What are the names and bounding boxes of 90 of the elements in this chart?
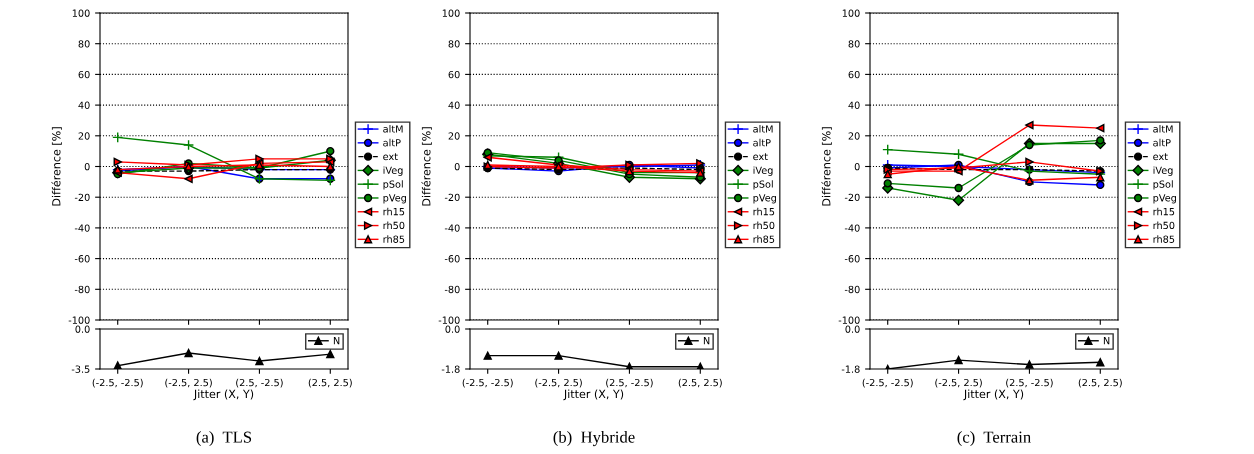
x-tick-label: (2.5, -2.5) bbox=[1006, 378, 1053, 388]
y-tick-label: -1.8 bbox=[841, 365, 860, 373]
y-tick-label: 80 bbox=[78, 40, 90, 48]
x-axis-title: Jitter (X, Y) bbox=[563, 389, 624, 401]
y-tick-label: -80 bbox=[444, 285, 460, 294]
legend-label: iVeg bbox=[1153, 166, 1173, 176]
y-tick-label: 100 bbox=[72, 9, 90, 17]
y-tick-label: -80 bbox=[74, 285, 90, 294]
legend-label: pVeg bbox=[753, 194, 776, 204]
text: (b) Hybride bbox=[553, 431, 635, 447]
legend-label: pSol bbox=[1153, 180, 1173, 190]
y-tick-label: 0 bbox=[84, 162, 90, 171]
legend-label: rh15 bbox=[753, 207, 775, 216]
y-tick-label: -60 bbox=[444, 255, 460, 263]
y-tick-label: -80 bbox=[844, 285, 860, 294]
y-tick-label: 20 bbox=[848, 132, 860, 140]
x-tick-label: (-2.5, 2.5) bbox=[535, 378, 582, 388]
y-tick-label: 0.0 bbox=[845, 325, 860, 333]
y-tick-label: -3.5 bbox=[71, 365, 90, 373]
x-axis-title: Jitter (X, Y) bbox=[963, 389, 1024, 401]
legend-label: N bbox=[703, 337, 710, 345]
x-tick-label: (2.5, 2.5) bbox=[308, 378, 352, 388]
legend-label: rh85 bbox=[383, 235, 405, 243]
x-tick-label: (2.5, 2.5) bbox=[678, 378, 722, 388]
y-tick-label: 100 bbox=[842, 9, 860, 17]
y-tick-label: 40 bbox=[448, 101, 460, 109]
y-tick-label: 60 bbox=[448, 70, 460, 79]
legend-label: altP bbox=[753, 138, 771, 147]
y-tick-label: -20 bbox=[74, 193, 90, 202]
x-axis-title: Jitter (X, Y) bbox=[193, 389, 254, 401]
legend-label: ext bbox=[1153, 153, 1168, 161]
y-tick-label: 0 bbox=[454, 162, 460, 171]
legend-label: pSol bbox=[753, 180, 773, 190]
legend-label: altM bbox=[1153, 125, 1173, 133]
y-tick-label: -100 bbox=[68, 316, 90, 324]
x-tick-label: (-2.5, -2.5) bbox=[92, 378, 143, 388]
y-axis-title: Différence [%] bbox=[421, 127, 432, 206]
legend-label: altP bbox=[1153, 138, 1171, 147]
legend-label: pVeg bbox=[1153, 194, 1176, 204]
legend-label: altM bbox=[753, 125, 773, 133]
x-tick-label: (-2.5, -2.5) bbox=[862, 378, 913, 388]
y-tick-label: 80 bbox=[848, 40, 860, 48]
text: (a) TLS bbox=[196, 431, 252, 447]
legend-label: pVeg bbox=[383, 194, 406, 204]
y-tick-label: 0.0 bbox=[445, 325, 460, 333]
y-tick-label: -40 bbox=[74, 224, 90, 232]
legend-label: iVeg bbox=[753, 166, 773, 176]
legend-label: altM bbox=[383, 125, 403, 133]
y-tick-label: 0 bbox=[854, 162, 860, 171]
legend-label: rh15 bbox=[383, 207, 405, 216]
legend-label: rh85 bbox=[753, 235, 775, 243]
x-tick-label: (2.5, -2.5) bbox=[606, 378, 653, 388]
x-tick-label: (-2.5, 2.5) bbox=[935, 378, 982, 388]
legend-label: N bbox=[1103, 337, 1110, 345]
x-tick-label: (-2.5, -2.5) bbox=[462, 378, 513, 388]
legend-label: rh85 bbox=[1153, 235, 1175, 243]
y-tick-label: 60 bbox=[848, 70, 860, 79]
legend-label: pSol bbox=[383, 180, 403, 190]
legend-label: ext bbox=[753, 153, 768, 161]
y-tick-label: 40 bbox=[848, 101, 860, 109]
legend-label: ext bbox=[383, 153, 398, 161]
text: (c) Terrain bbox=[957, 431, 1031, 447]
y-tick-label: 20 bbox=[448, 132, 460, 140]
y-axis-title: Différence [%] bbox=[51, 127, 62, 206]
y-tick-label: -60 bbox=[74, 255, 90, 263]
y-tick-label: 0.0 bbox=[75, 325, 90, 333]
y-tick-label: 100 bbox=[442, 9, 460, 17]
y-tick-label: 40 bbox=[78, 101, 90, 109]
legend-label: altP bbox=[383, 138, 401, 147]
legend-label: rh15 bbox=[1153, 207, 1175, 216]
y-tick-label: -1.8 bbox=[441, 365, 460, 373]
y-tick-label: -60 bbox=[844, 255, 860, 263]
y-tick-label: -20 bbox=[444, 193, 460, 202]
y-tick-label: 80 bbox=[448, 40, 460, 48]
y-tick-label: -100 bbox=[438, 316, 460, 324]
y-tick-label: 60 bbox=[78, 70, 90, 79]
legend-label: rh50 bbox=[1153, 221, 1175, 230]
y-tick-label: -40 bbox=[444, 224, 460, 232]
x-tick-label: (2.5, 2.5) bbox=[1078, 378, 1122, 388]
legend-label: rh50 bbox=[383, 221, 405, 230]
x-tick-label: (2.5, -2.5) bbox=[236, 378, 283, 388]
legend-label: rh50 bbox=[753, 221, 775, 230]
y-tick-label: -20 bbox=[844, 193, 860, 202]
legend-label: N bbox=[333, 337, 340, 345]
y-axis-title: Différence [%] bbox=[821, 127, 832, 206]
y-tick-label: -100 bbox=[838, 316, 860, 324]
x-tick-label: (-2.5, 2.5) bbox=[165, 378, 212, 388]
y-tick-label: 20 bbox=[78, 132, 90, 140]
y-tick-label: -40 bbox=[844, 224, 860, 232]
legend-label: iVeg bbox=[383, 166, 403, 176]
